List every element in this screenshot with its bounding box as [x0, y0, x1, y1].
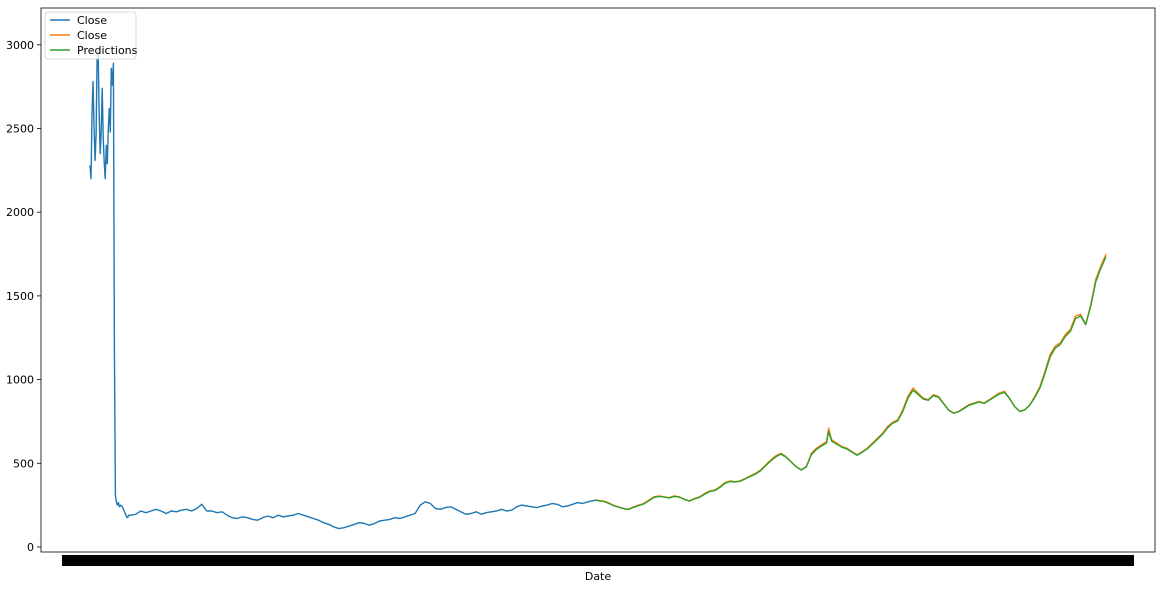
y-tick-label: 2500	[6, 123, 34, 136]
axes: 0 500 1000 1500 2000 2500 3000	[6, 7, 1156, 566]
y-tick-label: 500	[13, 457, 34, 470]
legend-label-1: Close	[77, 14, 107, 27]
legend-label-3: Predictions	[77, 44, 138, 57]
y-tick-label: 2000	[6, 206, 34, 219]
y-tick-label: 1500	[6, 290, 34, 303]
x-tick-labels-band	[62, 555, 1134, 566]
legend: Close Close Predictions	[44, 11, 138, 60]
axes-frame	[40, 7, 1156, 553]
plot-area	[89, 47, 1107, 530]
series-line-3	[595, 256, 1107, 511]
legend-label-2: Close	[77, 29, 107, 42]
y-tick-label: 0	[27, 541, 34, 554]
x-axis-label: Date	[585, 570, 612, 583]
y-tick-label: 1000	[6, 374, 34, 387]
series-line-1	[89, 47, 597, 530]
legend-box	[44, 11, 137, 60]
y-tick-label: 3000	[6, 39, 34, 52]
